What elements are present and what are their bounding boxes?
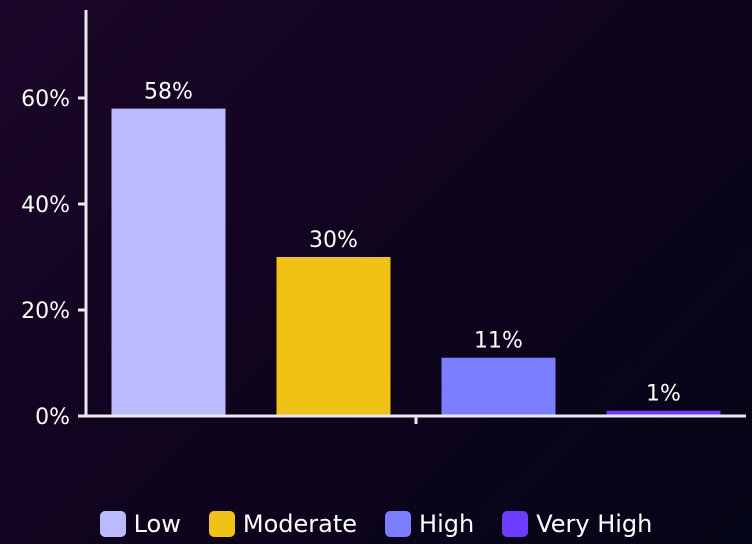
y-tick-label: 0% <box>35 405 70 430</box>
data-label-low: 58% <box>144 80 193 105</box>
legend: Low Moderate High Very High <box>0 504 752 544</box>
legend-label-low: Low <box>133 510 181 538</box>
bar-high[interactable] <box>441 357 556 416</box>
legend-swatch-low <box>99 511 126 537</box>
legend-item-low[interactable]: Low <box>99 510 181 538</box>
bar-moderate[interactable] <box>276 257 391 416</box>
legend-item-moderate[interactable]: Moderate <box>208 510 358 538</box>
legend-label-moderate: Moderate <box>242 510 358 538</box>
legend-swatch-very-high <box>502 511 529 537</box>
y-tick-label: 60% <box>21 87 70 112</box>
legend-swatch-high <box>385 511 412 537</box>
data-label-high: 11% <box>474 329 523 354</box>
data-label-very-high: 1% <box>646 382 681 407</box>
legend-label-high: High <box>419 510 475 538</box>
legend-label-very-high: Very High <box>536 510 653 538</box>
legend-item-high[interactable]: High <box>385 510 474 538</box>
y-tick-label: 40% <box>21 193 70 218</box>
bar-very-high[interactable] <box>606 410 721 416</box>
bar-low[interactable] <box>111 108 226 416</box>
y-tick-label: 20% <box>21 299 70 324</box>
legend-item-very-high[interactable]: Very High <box>502 510 652 538</box>
legend-swatch-moderate <box>208 511 235 537</box>
data-label-moderate: 30% <box>309 228 358 253</box>
